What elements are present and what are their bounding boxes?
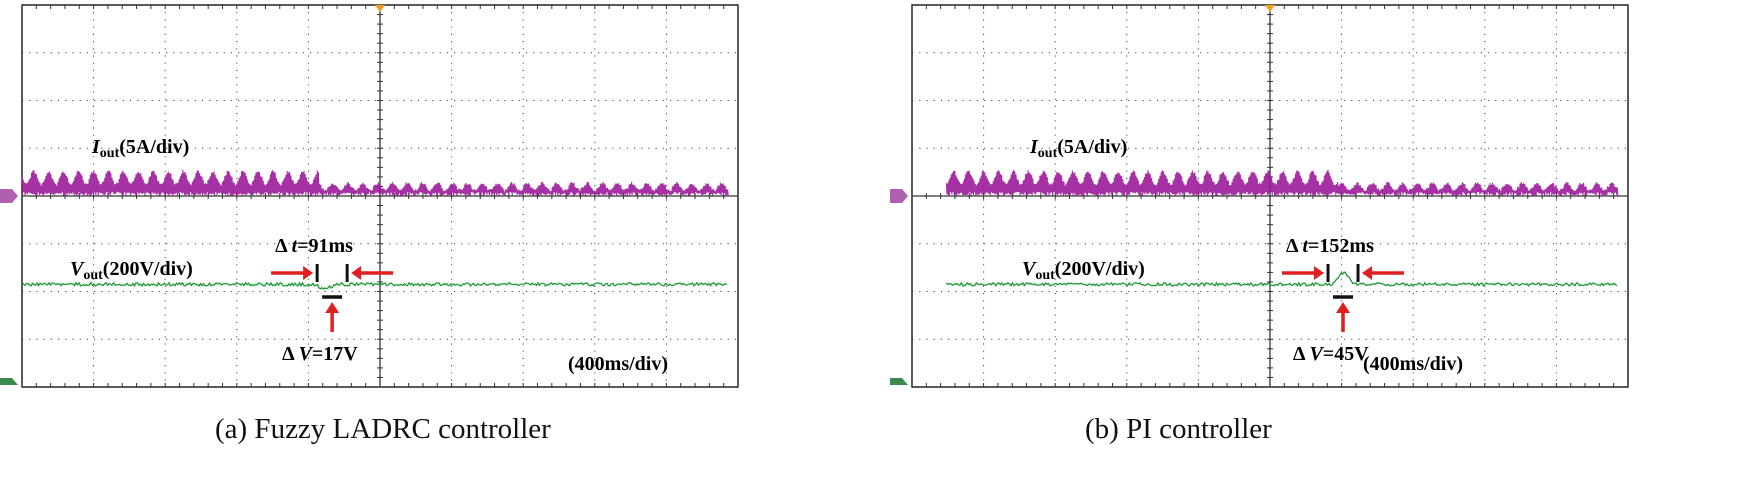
delta-symbol: Δ [1286, 235, 1302, 257]
delta-value: =45V [1323, 343, 1369, 365]
trigger-marker [375, 5, 385, 12]
delta-value: =91ms [297, 235, 353, 257]
delta-var: t [292, 235, 299, 257]
delta-var: V [1309, 343, 1324, 365]
panel-caption: (a) Fuzzy LADRC controller [215, 413, 551, 445]
delta-value: =152ms [1308, 235, 1374, 257]
arrow-right-head [1362, 266, 1373, 280]
trace-output-voltage [21, 281, 728, 290]
current-label: Iout(5A/div) [1029, 136, 1127, 161]
timebase-label: (400ms/div) [568, 353, 668, 375]
arrow-left-head [1314, 266, 1325, 280]
scope-chart-a: Iout(5A/div)Vout(200V/div)(400ms/div)Δ t… [0, 4, 739, 445]
channel-marker-voltage [0, 378, 18, 385]
label-scale: (200V/div) [1055, 258, 1145, 280]
label-symbol: V [1022, 258, 1037, 280]
arrow-left-head [303, 266, 314, 280]
timebase-label: (400ms/div) [1363, 353, 1463, 375]
delta-v-label: Δ V=45V [1293, 343, 1369, 365]
label-symbol: V [70, 258, 85, 280]
delta-t-label: Δ t=152ms [1286, 235, 1374, 257]
current-label: Iout(5A/div) [91, 136, 189, 161]
channel-marker-voltage [890, 378, 908, 385]
scope-panel-a: Iout(5A/div) Vout(200V/div) (400ms/div) Δ t… [0, 4, 739, 445]
arrow-up-head [325, 302, 340, 313]
delta-v-label: Δ V=17V [282, 343, 358, 365]
delta-t-label: Δ t=91ms [275, 235, 353, 257]
arrow-up-head [1336, 302, 1351, 313]
label-scale: (5A/div) [1057, 136, 1127, 158]
panel-caption: (b) PI controller [1085, 413, 1272, 445]
label-scale: (5A/div) [119, 136, 189, 158]
channel-marker-current [890, 189, 908, 203]
voltage-label: Vout(200V/div) [70, 258, 193, 283]
arrow-right-head [351, 266, 362, 280]
label-scale: (200V/div) [103, 258, 193, 280]
scope-panel-b: Iout(5A/div) Vout(200V/div) (400ms/div) Δ t… [890, 0, 1750, 496]
delta-symbol: Δ [282, 343, 298, 365]
trace-output-current [21, 169, 729, 197]
scope-chart-b: Iout(5A/div)Vout(200V/div)(400ms/div)Δ t… [890, 4, 1629, 445]
label-subscript: out [1035, 268, 1055, 283]
delta-var: V [299, 343, 314, 365]
delta-symbol: Δ [275, 235, 291, 257]
delta-value: =17V [312, 343, 358, 365]
trigger-marker [1265, 5, 1275, 12]
label-subscript: out [100, 146, 120, 161]
channel-marker-current [0, 189, 18, 203]
voltage-label: Vout(200V/div) [1022, 258, 1145, 283]
trace-output-voltage [945, 271, 1618, 288]
label-symbol: I [91, 136, 101, 158]
label-subscript: out [1038, 146, 1058, 161]
delta-var: t [1302, 235, 1309, 257]
delta-symbol: Δ [1293, 343, 1309, 365]
trace-output-current [945, 169, 1619, 197]
label-subscript: out [83, 268, 103, 283]
label-symbol: I [1029, 136, 1039, 158]
